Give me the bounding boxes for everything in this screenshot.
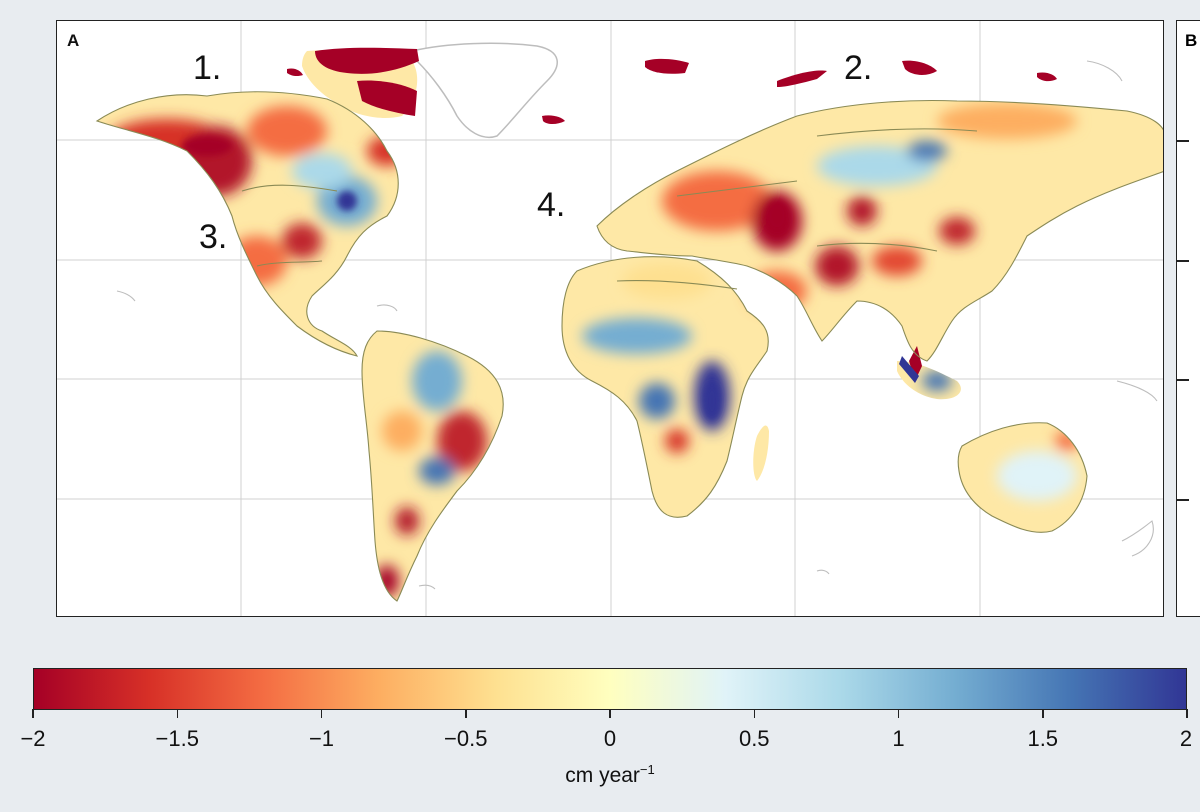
colorbar-tick (32, 709, 34, 718)
colorbar-tick-label: 0 (603, 726, 617, 751)
colorbar-tick-label: 2 (1179, 726, 1193, 751)
strait-red (909, 346, 922, 381)
panel-letter-a: A (67, 31, 80, 50)
colorbar-tick-label: −0.5 (444, 726, 488, 751)
colorbar-tick (753, 709, 755, 718)
colorbar-tick (897, 709, 900, 718)
colorbar (33, 668, 1187, 710)
region-label-1: 1. (193, 49, 222, 87)
island-outlines (116, 60, 1158, 590)
colorbar-unit-base: cm year (565, 764, 640, 787)
colorbar-tick-label: −1 (308, 726, 335, 751)
colorbar-ticks (32, 709, 1188, 719)
colorbar-tick (465, 709, 467, 718)
colorbar-tick-label: 1 (892, 726, 905, 751)
region-label-2: 2. (844, 49, 873, 87)
strait-blue (899, 356, 919, 383)
colorbar-tick (1042, 709, 1044, 718)
colorbar-tick (176, 709, 178, 718)
panel-b-tick (1177, 140, 1189, 142)
arctic-islands (287, 47, 1057, 124)
colorbar-tick (609, 709, 611, 718)
panel-letter-b: B (1185, 31, 1198, 50)
colorbar-tick-label: 1.5 (1027, 726, 1059, 751)
colorbar-tick-label: 0.5 (738, 726, 770, 751)
region-label-3: 3. (199, 218, 228, 256)
panel-b-tick (1177, 499, 1189, 501)
colorbar-tick-label: −2 (20, 726, 46, 751)
map-panel-a: A 1. 2. 3. 4. (56, 20, 1164, 617)
map-panel-b: B (1176, 20, 1200, 617)
greenland-outline (410, 42, 558, 138)
colorbar-tick (320, 709, 323, 718)
colorbar-unit: cm year−1 (565, 762, 655, 788)
region-label-4: 4. (537, 186, 566, 224)
panel-b-tick (1177, 379, 1189, 381)
colorbar-unit-exponent: −1 (639, 762, 655, 777)
colorbar-tick (1186, 709, 1188, 718)
colorbar-tick-label: −1.5 (155, 726, 199, 751)
country-borders (95, 91, 1163, 602)
world-map (57, 21, 1163, 616)
panel-b-tick (1177, 260, 1189, 262)
